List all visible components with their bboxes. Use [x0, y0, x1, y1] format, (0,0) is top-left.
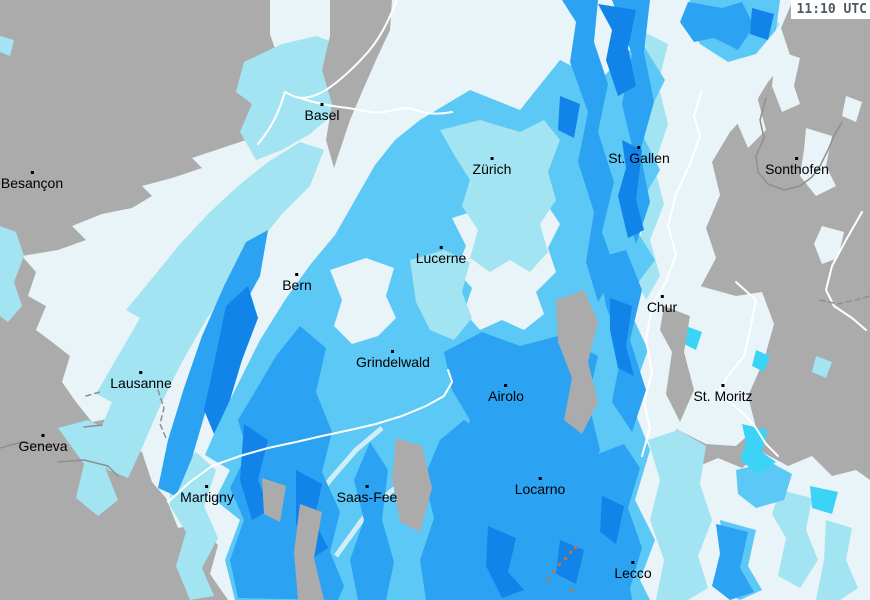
border-north [257, 0, 398, 145]
precip-level5-spots [204, 4, 774, 598]
border-rhone-valley [167, 369, 453, 503]
border-dash-1 [85, 391, 101, 397]
timestamp-text: 11:10 UTC [796, 2, 867, 17]
border-geneva-2 [57, 459, 119, 477]
border-far-right [825, 211, 867, 331]
border-sonthofen [755, 97, 843, 191]
border-stmoritz [719, 281, 779, 457]
border-lines-gray [0, 97, 870, 477]
border-east [641, 89, 703, 457]
border-rhine [299, 97, 453, 115]
border-dash-2 [157, 389, 167, 439]
orange-boundary-dots [547, 546, 577, 592]
precip-bright-cells [684, 326, 838, 514]
timestamp-badge: 11:10 UTC [790, 0, 870, 19]
border-geneva-1 [0, 441, 59, 449]
border-lines-white [167, 0, 867, 503]
border-geneva-3 [83, 424, 103, 428]
border-dash-right [819, 295, 870, 305]
